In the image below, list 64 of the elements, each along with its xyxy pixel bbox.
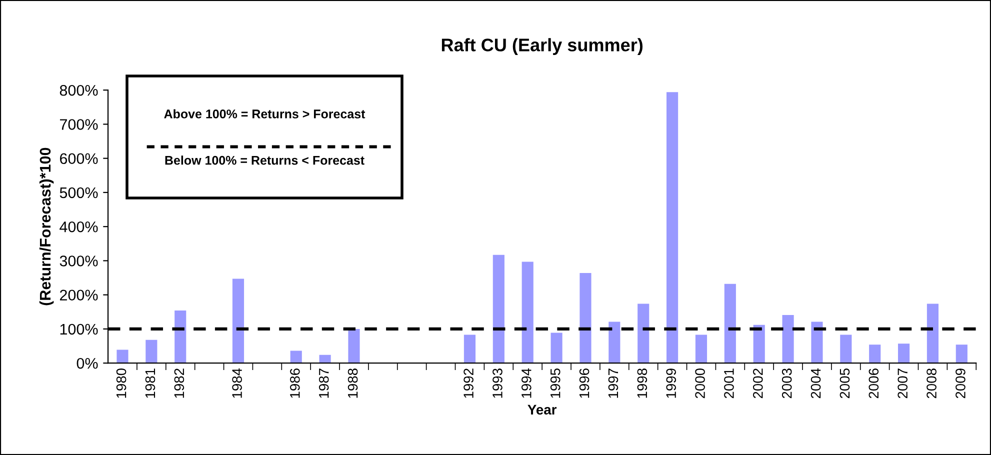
x-tick-label: 2009	[956, 368, 966, 398]
x-tick-label: 1982	[174, 368, 184, 398]
bar	[550, 332, 562, 364]
chart-title: Raft CU (Early summer)	[442, 38, 643, 55]
y-tick-label: 600%	[60, 153, 98, 164]
x-tick-label: 2001	[724, 368, 734, 398]
bar	[926, 304, 939, 364]
bar	[116, 350, 128, 364]
x-tick-label: 1999	[666, 368, 676, 398]
x-tick-label: 1993	[492, 368, 502, 398]
bar	[319, 354, 331, 364]
bar	[666, 92, 678, 364]
bar	[290, 350, 302, 364]
bar	[840, 334, 852, 364]
y-tick-label: 400%	[60, 221, 98, 232]
bar	[753, 324, 765, 364]
y-tick-label: 200%	[60, 290, 98, 301]
bar	[782, 314, 794, 364]
x-tick-label: 1992	[464, 368, 474, 398]
x-tick-label: 2008	[926, 368, 936, 398]
x-tick-label: 2006	[868, 368, 879, 398]
y-tick-label: 100%	[60, 324, 98, 335]
bar	[811, 322, 823, 364]
bar	[724, 284, 736, 364]
x-tick-label: 1998	[637, 368, 648, 398]
bar	[638, 304, 650, 364]
y-tick-label: 800%	[60, 84, 98, 96]
x-tick-label: 2007	[898, 368, 908, 398]
x-tick-label: 1996	[579, 368, 590, 398]
bar	[492, 254, 504, 364]
x-tick-label: 2004	[810, 368, 821, 398]
bar	[580, 273, 592, 364]
y-axis-title: (Return/Forecast)*100	[39, 148, 54, 306]
bar	[464, 334, 476, 364]
annotation: Above 100% = Returns > Forecast	[164, 109, 366, 118]
x-tick-label: 1984	[232, 368, 242, 398]
annotation: Below 100% = Returns < Forecast	[165, 156, 364, 165]
x-tick-label: 2005	[840, 368, 850, 398]
x-tick-label: 1987	[318, 368, 329, 398]
x-tick-label: 1995	[550, 368, 560, 398]
x-tick-label: 1994	[522, 368, 532, 398]
x-tick-label: 1980	[116, 368, 126, 398]
bar	[348, 328, 360, 364]
x-tick-label: 1986	[290, 368, 300, 398]
x-tick-label: 1997	[608, 368, 618, 398]
y-tick-label: 300%	[60, 256, 98, 266]
x-axis-title: Year	[528, 404, 557, 415]
x-tick-label: 2000	[695, 368, 705, 398]
x-tick-label: 2002	[753, 368, 763, 398]
x-tick-label: 2003	[782, 368, 792, 398]
bar	[608, 322, 620, 364]
bar	[869, 344, 881, 364]
bar	[956, 344, 968, 364]
x-tick-label: 1988	[348, 368, 358, 398]
y-tick-label: 0%	[76, 358, 98, 369]
bar	[174, 310, 186, 364]
y-tick-label: 700%	[60, 119, 98, 130]
bar	[898, 344, 910, 364]
bar	[146, 340, 158, 364]
bar	[232, 278, 244, 364]
bar	[522, 262, 534, 364]
y-tick-label: 500%	[60, 187, 98, 198]
x-tick-label: 1981	[145, 368, 156, 398]
bar	[695, 334, 708, 364]
